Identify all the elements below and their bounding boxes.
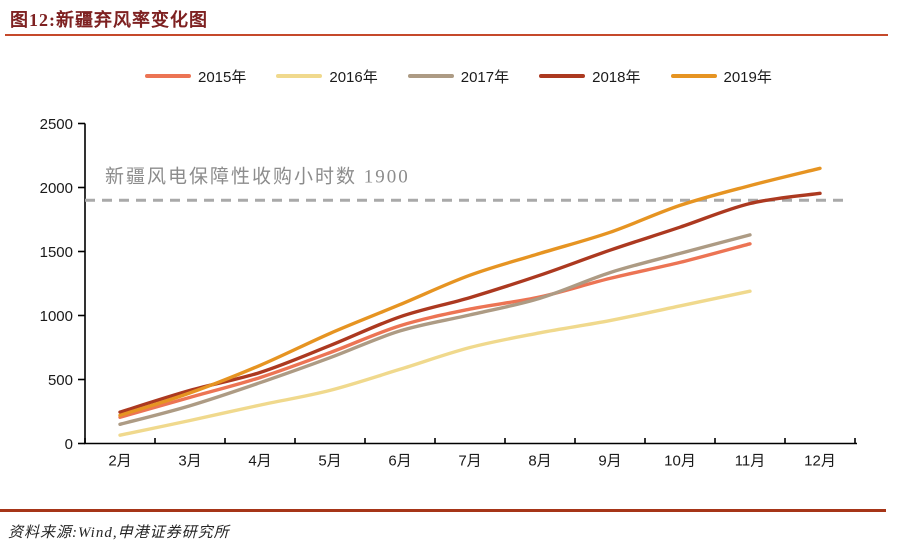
series-line-2017年 bbox=[118, 233, 752, 426]
legend-item-2015年: 2015年 bbox=[145, 66, 246, 87]
threshold-annotation: 新疆风电保障性收购小时数 1900 bbox=[105, 165, 410, 187]
y-axis-tick-label: 1000 bbox=[40, 308, 73, 325]
y-axis-tick-label: 1500 bbox=[40, 244, 73, 261]
y-axis-tick-label: 2000 bbox=[40, 180, 73, 197]
legend-label: 2015年 bbox=[198, 68, 247, 86]
legend-line-swatch bbox=[407, 74, 454, 78]
x-axis-tick-label: 7月 bbox=[458, 453, 481, 470]
x-axis-tick-label: 10月 bbox=[664, 453, 696, 470]
legend-line-swatch bbox=[539, 74, 586, 78]
legend-item-2019年: 2019年 bbox=[670, 66, 772, 87]
legend-label: 2017年 bbox=[460, 68, 510, 86]
x-axis-tick-label: 2月 bbox=[108, 453, 131, 470]
x-axis-tick-label: 8月 bbox=[528, 453, 551, 470]
x-axis-tick-label: 12月 bbox=[804, 453, 836, 470]
series-line-2016年 bbox=[118, 289, 752, 437]
y-axis-tick-label: 500 bbox=[48, 372, 73, 389]
legend-item-2017年: 2017年 bbox=[407, 66, 510, 87]
legend-item-2018年: 2018年 bbox=[539, 66, 641, 87]
series-line-2015年 bbox=[118, 242, 752, 419]
x-axis-tick-label: 6月 bbox=[388, 453, 411, 470]
x-axis-tick-label: 4月 bbox=[248, 453, 271, 470]
source-note: 资料来源:Wind,申港证券研究所 bbox=[8, 525, 230, 541]
legend-label: 2019年 bbox=[723, 68, 772, 86]
y-axis-tick-label: 2500 bbox=[40, 116, 73, 133]
title-underline bbox=[5, 34, 888, 36]
legend-line-swatch bbox=[276, 74, 323, 78]
legend-label: 2016年 bbox=[329, 68, 378, 86]
x-axis-tick-label: 5月 bbox=[318, 453, 341, 470]
series-line-2018年 bbox=[118, 191, 822, 414]
footer-rule bbox=[0, 509, 886, 512]
x-axis-tick-label: 11月 bbox=[735, 453, 766, 470]
figure-title: 图12:新疆弃风率变化图 bbox=[10, 10, 208, 30]
legend-line-swatch bbox=[145, 74, 191, 78]
x-axis-tick-label: 3月 bbox=[178, 453, 201, 470]
x-axis-tick-label: 9月 bbox=[598, 453, 621, 470]
legend-label: 2018年 bbox=[592, 68, 641, 86]
legend-line-swatch bbox=[670, 74, 717, 78]
y-axis-tick-label: 0 bbox=[65, 436, 73, 453]
chart-legend: 2015年 2016年 2017年 2018年 2019年 bbox=[145, 66, 772, 86]
series-line-2019年 bbox=[118, 166, 822, 418]
legend-item-2016年: 2016年 bbox=[276, 66, 378, 87]
